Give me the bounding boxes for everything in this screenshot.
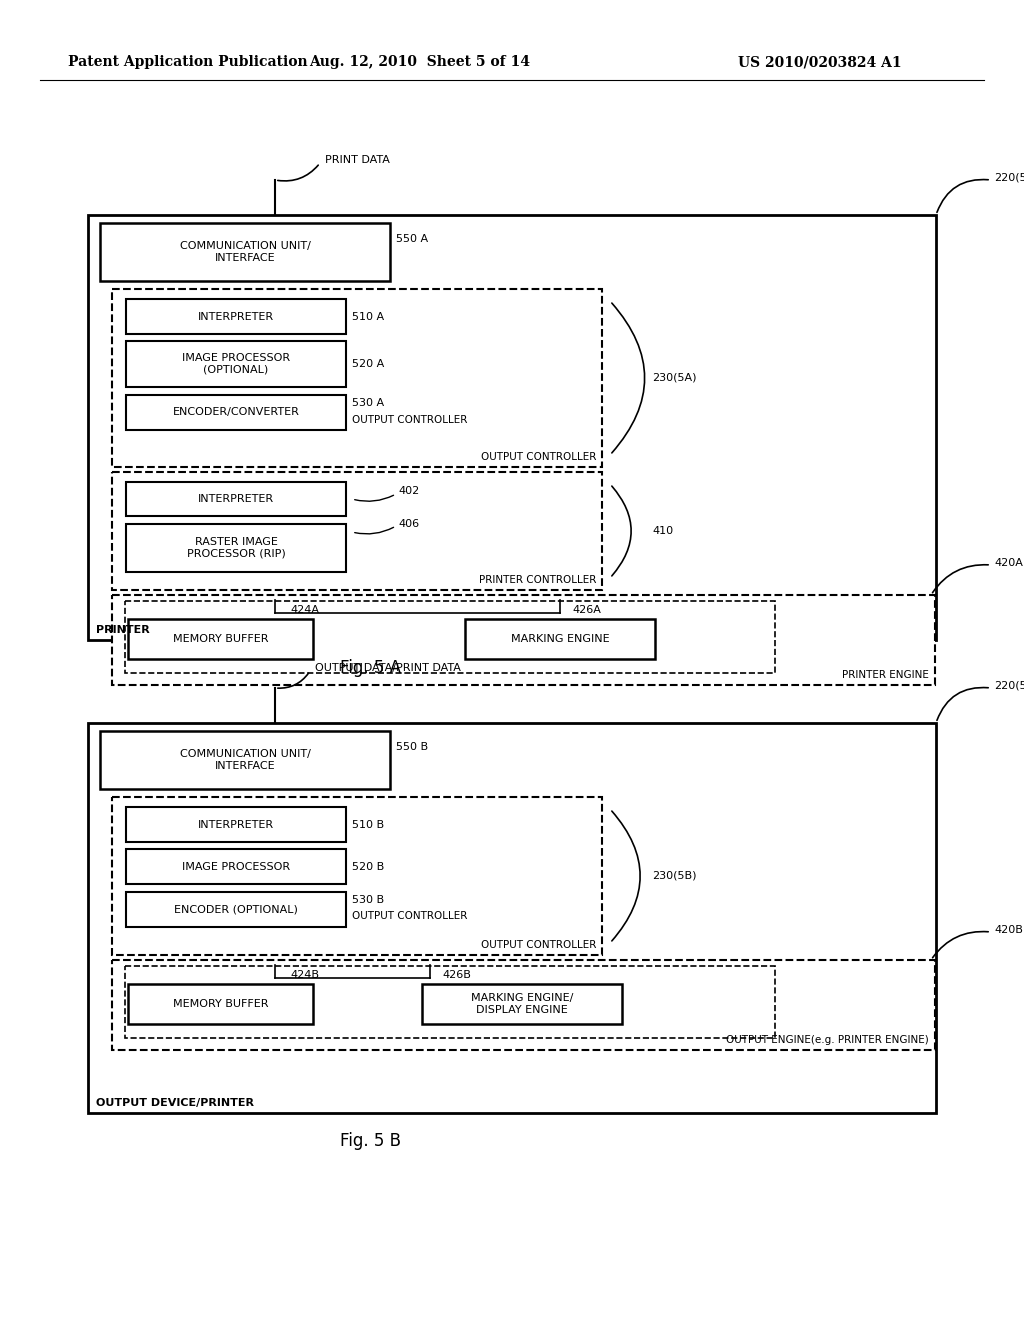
- Text: 550 A: 550 A: [396, 234, 428, 244]
- Text: 550 B: 550 B: [396, 742, 428, 752]
- Bar: [100, 223, 390, 281]
- Text: 420A: 420A: [994, 558, 1023, 568]
- Text: OUTPUT ENGINE(e.g. PRINTER ENGINE): OUTPUT ENGINE(e.g. PRINTER ENGINE): [726, 1035, 929, 1045]
- Text: OUTPUT CONTROLLER: OUTPUT CONTROLLER: [352, 414, 467, 425]
- Text: 426A: 426A: [572, 605, 601, 615]
- Bar: [126, 341, 346, 387]
- Text: 530 A: 530 A: [352, 399, 384, 408]
- Bar: [112, 473, 602, 590]
- Text: IMAGE PROCESSOR: IMAGE PROCESSOR: [182, 862, 290, 871]
- Bar: [465, 619, 655, 659]
- Bar: [126, 300, 346, 334]
- Bar: [126, 395, 346, 430]
- Bar: [112, 960, 935, 1049]
- Bar: [125, 966, 775, 1038]
- Text: MEMORY BUFFER: MEMORY BUFFER: [173, 634, 268, 644]
- Text: MARKING ENGINE: MARKING ENGINE: [511, 634, 609, 644]
- Text: 402: 402: [398, 486, 419, 496]
- Text: INTERPRETER: INTERPRETER: [198, 494, 274, 504]
- Text: COMMUNICATION UNIT/
INTERFACE: COMMUNICATION UNIT/ INTERFACE: [179, 750, 310, 771]
- Text: RASTER IMAGE
PROCESSOR (RIP): RASTER IMAGE PROCESSOR (RIP): [186, 537, 286, 558]
- Bar: [128, 619, 313, 659]
- Text: OUTPUT DEVICE/PRINTER: OUTPUT DEVICE/PRINTER: [96, 1098, 254, 1107]
- Text: 220(5B): 220(5B): [994, 680, 1024, 690]
- Text: Fig. 5 B: Fig. 5 B: [340, 1133, 400, 1150]
- Text: MEMORY BUFFER: MEMORY BUFFER: [173, 999, 268, 1008]
- Text: 426B: 426B: [442, 970, 471, 979]
- Bar: [128, 983, 313, 1024]
- Text: Aug. 12, 2010  Sheet 5 of 14: Aug. 12, 2010 Sheet 5 of 14: [309, 55, 530, 69]
- Text: COMMUNICATION UNIT/
INTERFACE: COMMUNICATION UNIT/ INTERFACE: [179, 242, 310, 263]
- Text: 230(5A): 230(5A): [652, 374, 696, 383]
- Text: 424A: 424A: [290, 605, 319, 615]
- Text: 406: 406: [398, 519, 419, 529]
- Text: PRINT DATA: PRINT DATA: [325, 154, 390, 165]
- Bar: [112, 289, 602, 467]
- Text: Fig. 5 A: Fig. 5 A: [340, 659, 400, 677]
- Bar: [126, 849, 346, 884]
- Bar: [100, 731, 390, 789]
- Text: ENCODER (OPTIONAL): ENCODER (OPTIONAL): [174, 904, 298, 915]
- Text: 520 B: 520 B: [352, 862, 384, 871]
- Text: PRINTER CONTROLLER: PRINTER CONTROLLER: [478, 576, 596, 585]
- Text: OUTPUT DATA/PRINT DATA: OUTPUT DATA/PRINT DATA: [315, 663, 461, 673]
- Bar: [88, 215, 936, 640]
- Text: PRINTER: PRINTER: [96, 624, 150, 635]
- Bar: [126, 524, 346, 572]
- Text: 220(5A): 220(5A): [994, 172, 1024, 182]
- Text: 424B: 424B: [290, 970, 319, 979]
- Text: INTERPRETER: INTERPRETER: [198, 312, 274, 322]
- Text: OUTPUT CONTROLLER: OUTPUT CONTROLLER: [480, 940, 596, 950]
- Text: INTERPRETER: INTERPRETER: [198, 820, 274, 829]
- Text: Patent Application Publication: Patent Application Publication: [68, 55, 307, 69]
- Text: US 2010/0203824 A1: US 2010/0203824 A1: [738, 55, 902, 69]
- Text: OUTPUT CONTROLLER: OUTPUT CONTROLLER: [352, 911, 467, 921]
- Bar: [112, 797, 602, 954]
- Bar: [125, 601, 775, 673]
- Bar: [126, 892, 346, 927]
- Bar: [126, 482, 346, 516]
- Bar: [112, 595, 935, 685]
- Bar: [126, 807, 346, 842]
- Text: 520 A: 520 A: [352, 359, 384, 370]
- Text: OUTPUT CONTROLLER: OUTPUT CONTROLLER: [480, 451, 596, 462]
- Text: 410: 410: [652, 525, 673, 536]
- Text: 230(5B): 230(5B): [652, 871, 696, 880]
- Text: 510 A: 510 A: [352, 312, 384, 322]
- Text: MARKING ENGINE/
DISPLAY ENGINE: MARKING ENGINE/ DISPLAY ENGINE: [471, 993, 573, 1015]
- Bar: [422, 983, 622, 1024]
- Text: 420B: 420B: [994, 925, 1023, 935]
- Bar: [88, 723, 936, 1113]
- Text: IMAGE PROCESSOR
(OPTIONAL): IMAGE PROCESSOR (OPTIONAL): [182, 354, 290, 375]
- Text: PRINTER ENGINE: PRINTER ENGINE: [842, 671, 929, 680]
- Text: 510 B: 510 B: [352, 820, 384, 829]
- Text: ENCODER/CONVERTER: ENCODER/CONVERTER: [173, 408, 299, 417]
- Text: 530 B: 530 B: [352, 895, 384, 906]
